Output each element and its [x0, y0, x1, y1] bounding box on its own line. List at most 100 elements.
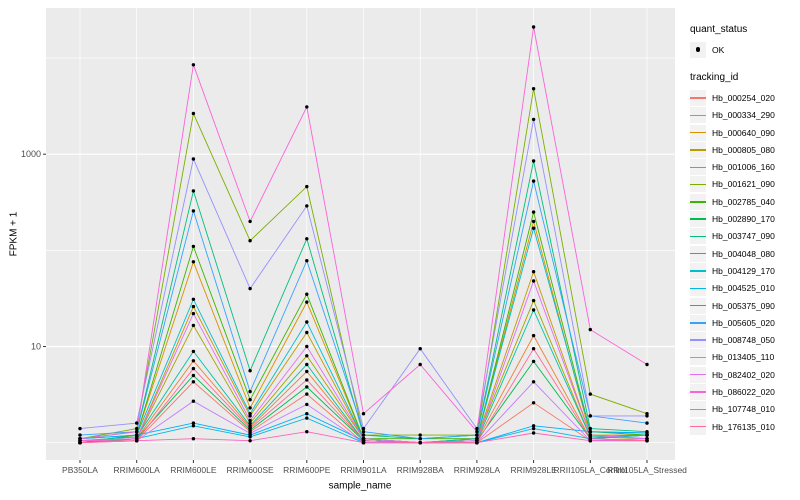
line-swatch-icon — [690, 124, 706, 141]
data-point — [305, 237, 309, 241]
data-point — [305, 354, 309, 358]
data-point — [248, 286, 252, 291]
data-point — [531, 401, 536, 405]
data-point — [531, 333, 536, 338]
data-point — [531, 159, 536, 163]
data-point — [305, 402, 309, 407]
data-point — [645, 421, 649, 425]
legend-item-Hb_002785_040: Hb_002785_040 — [690, 193, 798, 210]
data-point — [248, 421, 252, 425]
data-point — [361, 412, 366, 416]
data-point — [531, 270, 536, 274]
data-point — [191, 437, 196, 441]
legend-item-Hb_001006_160: Hb_001006_160 — [690, 158, 798, 176]
data-point — [305, 362, 309, 367]
data-point — [531, 426, 536, 431]
data-point — [361, 433, 366, 437]
legend-item-label: Hb_008748_050 — [712, 335, 775, 346]
data-point — [135, 421, 139, 425]
data-point — [531, 279, 536, 283]
data-point — [191, 380, 196, 384]
legend-item-Hb_004048_080: Hb_004048_080 — [690, 245, 798, 262]
data-point — [645, 439, 649, 443]
data-point — [191, 323, 196, 328]
data-point — [191, 63, 196, 67]
line-swatch-icon — [690, 141, 706, 158]
legend-item-Hb_000640_090: Hb_000640_090 — [690, 124, 798, 141]
x-tick-label: RRIM600SE — [226, 465, 274, 475]
legend-item-Hb_004129_170: Hb_004129_170 — [690, 262, 798, 279]
legend-item-label: Hb_004129_170 — [712, 265, 775, 276]
data-point — [531, 298, 536, 303]
legend-item-label: OK — [712, 44, 725, 55]
data-point — [191, 373, 196, 378]
data-point — [135, 430, 139, 434]
data-point — [305, 259, 309, 263]
data-point — [531, 87, 536, 91]
x-tick-label: RRII105LA_Control — [553, 465, 627, 475]
data-point — [248, 389, 252, 394]
data-point — [191, 366, 196, 371]
legend-item-Hb_107748_010: Hb_107748_010 — [690, 401, 798, 418]
data-point — [191, 399, 196, 403]
data-point — [475, 426, 479, 431]
legend-title-quant-status: quant_status — [690, 24, 748, 35]
legend-title-tracking-id: tracking_id — [690, 72, 739, 84]
legend-item-label: Hb_005605_020 — [712, 317, 775, 328]
data-point — [305, 300, 309, 304]
data-point — [588, 392, 592, 396]
legend-item-label: Hb_000334_290 — [712, 110, 775, 121]
data-point — [248, 439, 252, 443]
line-swatch-icon — [690, 383, 706, 400]
line-swatch-icon — [690, 418, 706, 435]
legend-item-Hb_004525_010: Hb_004525_010 — [690, 280, 798, 297]
data-point — [531, 25, 536, 29]
legend-item-label: Hb_003747_090 — [712, 231, 775, 242]
data-point — [248, 239, 252, 243]
data-point — [191, 260, 196, 264]
data-point — [531, 179, 536, 183]
data-point — [191, 359, 196, 363]
axis-ticks-and-labels: 1000 10 PB350LA RRIM600LA RRIM600LE RRIM600SE… — [21, 149, 687, 475]
data-point — [588, 430, 592, 434]
data-point — [588, 437, 592, 441]
data-point — [191, 421, 196, 425]
legend: quant_status OK tracking_id Hb_000254_02… — [690, 24, 798, 435]
line-swatch-icon — [690, 176, 706, 193]
legend-item-label: Hb_000805_080 — [712, 144, 775, 155]
line-swatch-icon — [690, 401, 706, 418]
data-point — [418, 433, 422, 437]
data-point — [305, 378, 309, 382]
data-point — [135, 439, 139, 443]
x-tick-label: RRIM928LE — [510, 465, 557, 475]
legend-item-label: Hb_002785_040 — [712, 196, 775, 207]
data-point — [248, 406, 252, 410]
x-tick-label: RRIM928LA — [454, 465, 501, 475]
y-tick-label: 1000 — [21, 149, 41, 159]
data-point — [305, 416, 309, 420]
data-point — [531, 210, 536, 214]
line-swatch-icon — [690, 349, 706, 366]
data-point — [531, 431, 536, 435]
x-tick-label: PB350LA — [62, 465, 98, 475]
data-point — [531, 380, 536, 384]
data-point — [588, 426, 592, 431]
x-tick-label: RRIM928BA — [397, 465, 445, 475]
data-point — [191, 244, 196, 249]
line-swatch-icon — [690, 107, 706, 124]
legend-item-Hb_002890_170: Hb_002890_170 — [690, 210, 798, 228]
data-point — [645, 362, 649, 367]
legend-item-Hb_003747_090: Hb_003747_090 — [690, 228, 798, 245]
line-swatch-icon — [690, 228, 706, 245]
legend-item-Hb_082402_020: Hb_082402_020 — [690, 366, 798, 383]
data-point — [645, 431, 649, 435]
line-swatch-icon — [690, 211, 706, 228]
data-point — [248, 426, 252, 431]
data-point — [305, 392, 309, 396]
data-point — [305, 369, 309, 374]
line-swatch-icon — [690, 366, 706, 383]
data-point — [191, 157, 196, 161]
data-point — [248, 424, 252, 428]
